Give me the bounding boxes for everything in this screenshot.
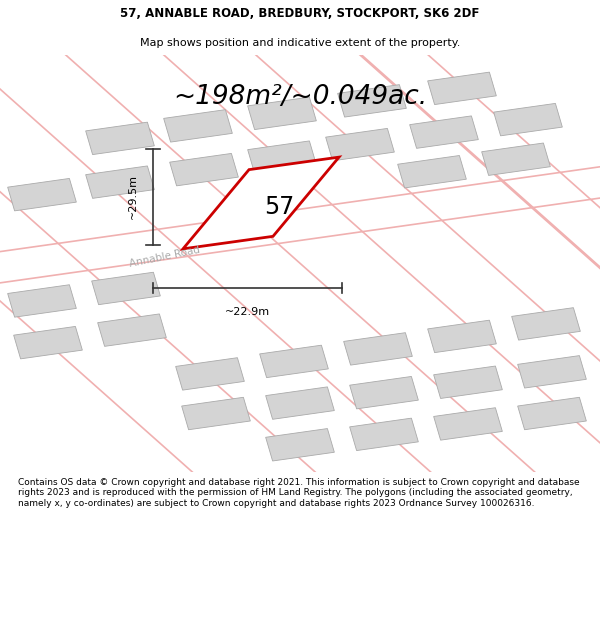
Polygon shape xyxy=(512,308,580,340)
Polygon shape xyxy=(176,357,244,390)
Text: 57: 57 xyxy=(264,195,294,219)
Polygon shape xyxy=(170,153,238,186)
Polygon shape xyxy=(248,141,316,173)
Polygon shape xyxy=(518,356,586,388)
Polygon shape xyxy=(92,272,160,304)
Text: ~22.9m: ~22.9m xyxy=(225,308,270,318)
Text: ~198m²/~0.049ac.: ~198m²/~0.049ac. xyxy=(173,84,427,110)
Polygon shape xyxy=(428,72,496,104)
Polygon shape xyxy=(494,103,562,136)
Polygon shape xyxy=(182,398,250,430)
Polygon shape xyxy=(8,285,76,317)
Polygon shape xyxy=(164,109,232,142)
Polygon shape xyxy=(183,157,339,249)
Polygon shape xyxy=(434,408,502,440)
Polygon shape xyxy=(344,332,412,365)
Polygon shape xyxy=(350,376,418,409)
Polygon shape xyxy=(410,116,478,148)
Polygon shape xyxy=(518,398,586,430)
Polygon shape xyxy=(326,128,394,161)
Polygon shape xyxy=(266,429,334,461)
Polygon shape xyxy=(98,314,166,346)
Polygon shape xyxy=(482,143,550,176)
Text: Annable Road: Annable Road xyxy=(129,245,201,269)
Polygon shape xyxy=(14,326,82,359)
Polygon shape xyxy=(338,84,406,117)
Polygon shape xyxy=(428,320,496,352)
Polygon shape xyxy=(266,387,334,419)
Polygon shape xyxy=(86,166,154,198)
Polygon shape xyxy=(260,345,328,378)
Polygon shape xyxy=(434,366,502,399)
Polygon shape xyxy=(248,97,316,129)
Text: ~29.5m: ~29.5m xyxy=(128,174,138,219)
Polygon shape xyxy=(8,179,76,211)
Polygon shape xyxy=(86,122,154,154)
Text: Map shows position and indicative extent of the property.: Map shows position and indicative extent… xyxy=(140,38,460,48)
Polygon shape xyxy=(350,418,418,451)
Text: Contains OS data © Crown copyright and database right 2021. This information is : Contains OS data © Crown copyright and d… xyxy=(18,478,580,508)
Text: 57, ANNABLE ROAD, BREDBURY, STOCKPORT, SK6 2DF: 57, ANNABLE ROAD, BREDBURY, STOCKPORT, S… xyxy=(121,8,479,20)
Polygon shape xyxy=(398,156,466,188)
